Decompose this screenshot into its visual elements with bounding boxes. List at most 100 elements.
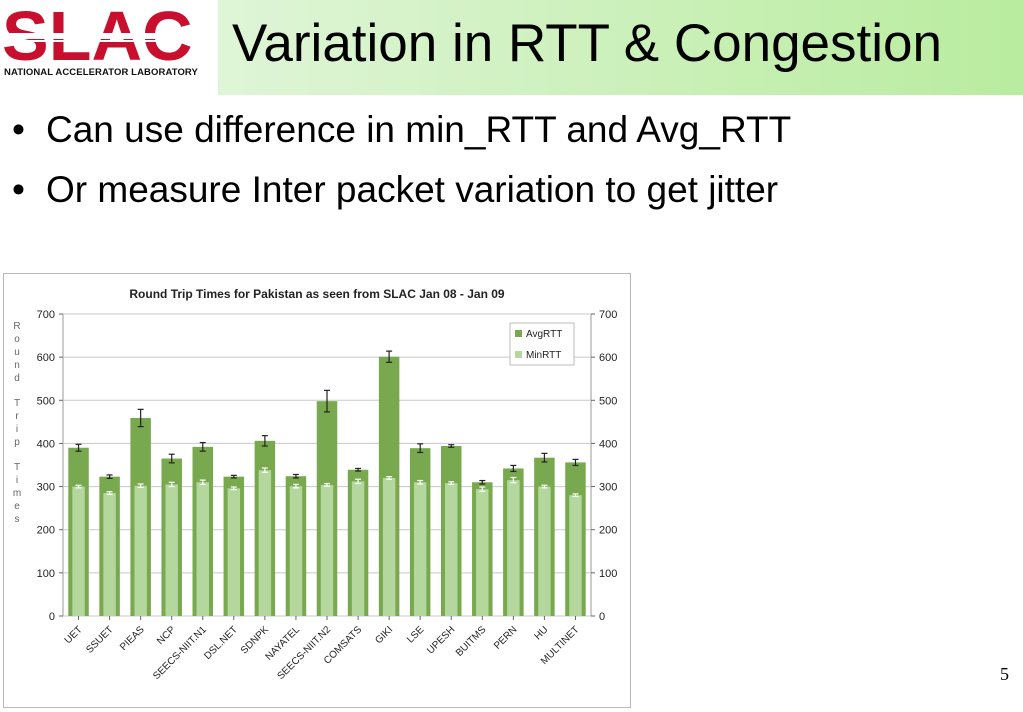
- errorbar-avgrtt: [572, 458, 579, 467]
- y-tick-label: 0: [49, 611, 55, 623]
- x-tick-label: DSL.NET: [202, 624, 240, 662]
- bar-minrtt: [227, 488, 241, 616]
- y-tick-label: 100: [37, 568, 55, 580]
- errorbar-minrtt: [137, 483, 144, 489]
- errorbar-avgrtt: [541, 452, 548, 463]
- y-tick-label-right: 0: [599, 611, 605, 623]
- errorbar-avgrtt: [75, 443, 82, 452]
- y-axis-label-letter: o: [14, 334, 20, 345]
- y-tick-label-right: 500: [599, 395, 617, 407]
- y-tick-label: 400: [37, 438, 55, 450]
- errorbar-minrtt: [168, 481, 175, 488]
- x-tick-label: BUITMS: [454, 624, 489, 659]
- y-axis-label-letter: i: [16, 424, 18, 435]
- y-axis-label-letter: i: [16, 475, 18, 486]
- errorbar-minrtt: [510, 476, 517, 484]
- logo-stripe-2: [0, 40, 213, 42]
- errorbar-minrtt: [261, 467, 268, 473]
- y-axis-label-letter: R: [13, 321, 20, 332]
- bar-minrtt: [258, 470, 272, 616]
- errorbar-avgrtt: [386, 350, 393, 363]
- errorbar-minrtt: [106, 491, 113, 495]
- y-tick-label: 200: [37, 525, 55, 537]
- logo-subtitle: NATIONAL ACCELERATOR LABORATORY: [4, 67, 198, 78]
- bar-minrtt: [289, 486, 303, 616]
- bar-minrtt: [382, 477, 396, 616]
- x-tick-label: SEECS-NIIT.N2: [275, 624, 333, 682]
- y-axis-label-letter: s: [15, 514, 20, 525]
- errorbar-minrtt: [199, 479, 206, 486]
- y-axis-label-letter: r: [15, 411, 19, 422]
- errorbar-avgrtt: [417, 443, 424, 454]
- y-axis-label-letter: m: [13, 488, 21, 499]
- errorbar-avgrtt: [230, 474, 237, 479]
- errorbar-avgrtt: [448, 444, 455, 448]
- y-tick-label-right: 400: [599, 438, 617, 450]
- bar-minrtt: [507, 480, 520, 616]
- bar-minrtt: [476, 489, 489, 616]
- x-tick-label: SSUET: [84, 624, 115, 655]
- errorbar-minrtt: [324, 482, 330, 487]
- y-tick-label: 700: [37, 309, 55, 321]
- bullet-item: • Can use difference in min_RTT and Avg_R…: [12, 100, 791, 160]
- y-axis-label-letter: n: [14, 360, 20, 371]
- x-tick-label: SEECS-NIIT.N1: [151, 624, 209, 682]
- slac-logo-mark: SLAC: [0, 0, 213, 75]
- errorbar-avgrtt: [324, 389, 330, 413]
- y-tick-label: 300: [37, 482, 55, 494]
- y-axis-label-letter: d: [14, 373, 20, 384]
- bar-minrtt: [103, 493, 116, 616]
- y-tick-label-right: 700: [599, 309, 617, 321]
- x-tick-label: GIKI: [373, 624, 395, 646]
- errorbar-minrtt: [572, 493, 579, 498]
- chart-title: Round Trip Times for Pakistan as seen fr…: [129, 287, 505, 301]
- x-tick-label: UET: [63, 624, 85, 646]
- errorbar-avgrtt: [292, 473, 299, 479]
- y-tick-label-right: 300: [599, 482, 617, 494]
- bullet-text: Or measure Inter packet variation to get…: [46, 169, 779, 210]
- rtt-bar-chart: Round Trip Times for Pakistan as seen fr…: [13, 287, 618, 682]
- x-tick-label: PIEAS: [118, 624, 147, 653]
- bar-minrtt: [569, 495, 582, 616]
- bar-minrtt: [320, 484, 334, 616]
- bar-minrtt: [72, 486, 85, 616]
- errorbar-minrtt: [230, 486, 237, 491]
- y-tick-label-right: 600: [599, 352, 617, 364]
- legend-label-min: MinRTT: [526, 350, 561, 361]
- slide-title: Variation in RTT & Congestion: [232, 14, 942, 73]
- legend-label-avg: AvgRTT: [526, 329, 562, 340]
- legend-swatch-avg: [515, 330, 522, 337]
- y-tick-label: 500: [37, 395, 55, 407]
- chart-frame: Round Trip Times for Pakistan as seen fr…: [3, 273, 631, 708]
- slac-logo: SLAC NATIONAL ACCELERATOR LABORATORY: [0, 0, 215, 82]
- x-tick-label: UPESH: [425, 624, 457, 656]
- bar-minrtt: [196, 482, 209, 616]
- bar-minrtt: [165, 484, 178, 616]
- title-bar: [218, 0, 1023, 95]
- y-tick-label-right: 200: [599, 525, 617, 537]
- errorbar-minrtt: [355, 478, 362, 485]
- y-axis-label-letter: T: [14, 398, 20, 409]
- errorbar-avgrtt: [510, 464, 517, 473]
- bar-minrtt: [351, 481, 365, 616]
- errorbar-avgrtt: [479, 479, 486, 485]
- errorbar-minrtt: [292, 483, 299, 489]
- y-tick-label: 600: [37, 352, 55, 364]
- bar-minrtt: [413, 482, 427, 616]
- bullet-item: • Or measure Inter packet variation to ge…: [12, 160, 791, 220]
- bullet-symbol: •: [12, 169, 25, 210]
- chart-legend: AvgRTT MinRTT: [509, 322, 575, 366]
- legend-swatch-min: [515, 351, 522, 358]
- page-number: 5: [1000, 664, 1009, 684]
- errorbar-avgrtt: [137, 408, 144, 428]
- errorbar-minrtt: [448, 481, 455, 486]
- x-tick-label: HU: [533, 624, 551, 642]
- bar-minrtt: [538, 486, 551, 616]
- errorbar-minrtt: [541, 484, 548, 489]
- errorbar-minrtt: [386, 476, 393, 480]
- bullet-list: • Can use difference in min_RTT and Avg_R…: [12, 100, 791, 220]
- errorbar-minrtt: [417, 479, 424, 485]
- bullet-text: Can use difference in min_RTT and Avg_RT…: [46, 109, 792, 150]
- x-tick-label: LSE: [405, 624, 426, 645]
- bar-minrtt: [134, 485, 147, 616]
